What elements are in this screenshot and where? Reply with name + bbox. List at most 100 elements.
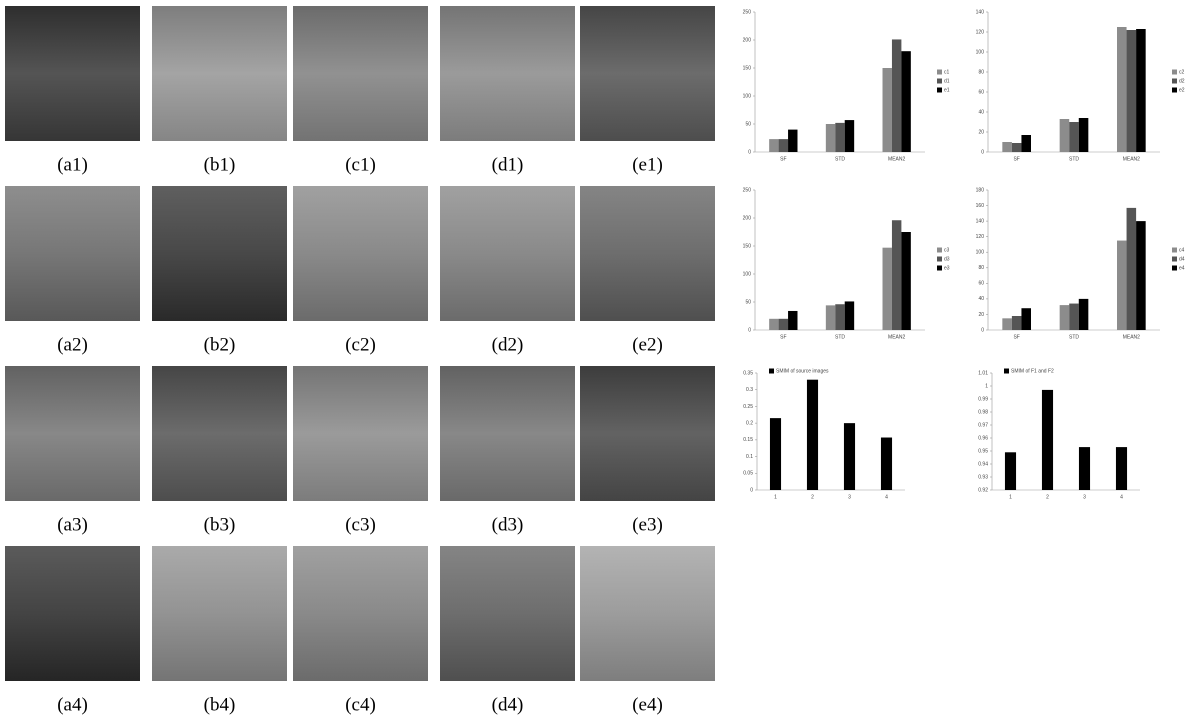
legend-swatch xyxy=(769,369,774,374)
y-tick-label: 60 xyxy=(978,281,984,287)
bar xyxy=(892,220,901,330)
image-shade xyxy=(152,546,287,681)
legend-label: d3 xyxy=(944,256,950,262)
bar xyxy=(1117,241,1127,330)
bar xyxy=(807,380,818,490)
y-tick-label: 250 xyxy=(743,9,752,15)
y-tick-label: 0.35 xyxy=(743,370,753,376)
bar xyxy=(1079,299,1089,330)
caption: (e2) xyxy=(632,334,663,355)
caption: (e1) xyxy=(632,154,663,175)
bar xyxy=(1136,221,1146,330)
legend-label: e4 xyxy=(1179,265,1185,271)
legend-label: c3 xyxy=(944,247,950,253)
caption: (b2) xyxy=(204,334,236,355)
bar xyxy=(1060,305,1070,330)
image-shade xyxy=(5,366,140,501)
x-tick-label: SF xyxy=(1013,156,1019,162)
bar xyxy=(901,51,910,152)
caption: (e3) xyxy=(632,514,663,535)
legend-swatch xyxy=(937,70,942,75)
image-shade xyxy=(293,546,428,681)
bar xyxy=(1012,143,1022,152)
x-tick-label: MEAN2 xyxy=(888,334,905,340)
y-tick-label: 0 xyxy=(750,487,753,493)
x-tick-label: 1 xyxy=(774,494,777,500)
y-tick-label: 0 xyxy=(748,149,751,155)
legend-swatch xyxy=(1172,257,1177,262)
bar xyxy=(1069,304,1079,330)
image-shade xyxy=(440,546,575,681)
image-shade xyxy=(580,366,715,501)
y-tick-label: 1 xyxy=(985,383,988,389)
image-shade xyxy=(440,366,575,501)
image-shade xyxy=(440,6,575,141)
bar xyxy=(1127,30,1137,152)
bar xyxy=(788,311,797,330)
image-shade xyxy=(152,6,287,141)
y-tick-label: 20 xyxy=(978,312,984,318)
y-tick-label: 200 xyxy=(743,215,752,221)
caption: (b1) xyxy=(204,154,236,175)
bar xyxy=(844,423,855,490)
bar xyxy=(769,319,778,330)
x-tick-label: SF xyxy=(780,156,786,162)
image-shade xyxy=(293,6,428,141)
y-tick-label: 0 xyxy=(748,327,751,333)
caption: (d3) xyxy=(492,514,524,535)
y-tick-label: 0.25 xyxy=(743,404,753,410)
y-tick-label: 0.92 xyxy=(978,487,988,493)
legend-swatch xyxy=(937,257,942,262)
y-tick-label: 0.93 xyxy=(978,474,988,480)
x-tick-label: STD xyxy=(835,334,845,340)
legend-swatch xyxy=(937,88,942,93)
image-shade xyxy=(5,546,140,681)
y-tick-label: 0.96 xyxy=(978,435,988,441)
legend-label: d1 xyxy=(944,78,950,84)
legend-swatch xyxy=(937,248,942,253)
bar xyxy=(1079,118,1089,152)
caption: (c1) xyxy=(345,154,376,175)
bar xyxy=(826,305,835,330)
image-shade xyxy=(5,6,140,141)
caption: (a3) xyxy=(57,514,88,535)
y-tick-label: 50 xyxy=(745,121,751,127)
y-tick-label: 150 xyxy=(743,65,752,71)
y-tick-label: 0.98 xyxy=(978,409,988,415)
y-tick-label: 40 xyxy=(978,109,984,115)
y-tick-label: 0.3 xyxy=(746,387,753,393)
y-tick-label: 60 xyxy=(978,89,984,95)
bar xyxy=(826,124,835,152)
caption: (a2) xyxy=(57,334,88,355)
x-tick-label: SF xyxy=(780,334,786,340)
bar xyxy=(1127,208,1137,330)
image-shade xyxy=(5,186,140,321)
legend-label: c4 xyxy=(1179,247,1185,253)
bar xyxy=(1021,308,1031,330)
bar xyxy=(1042,390,1053,490)
legend-swatch xyxy=(1172,266,1177,271)
x-tick-label: 3 xyxy=(848,494,851,500)
bar xyxy=(1069,122,1079,152)
legend-label: d2 xyxy=(1179,78,1185,84)
y-tick-label: 0.15 xyxy=(743,437,753,443)
x-tick-label: 1 xyxy=(1009,494,1012,500)
caption: (c2) xyxy=(345,334,376,355)
y-tick-label: 0.99 xyxy=(978,396,988,402)
caption: (c4) xyxy=(345,694,376,715)
bar xyxy=(779,319,788,330)
bar xyxy=(881,438,892,490)
y-tick-label: 80 xyxy=(978,69,984,75)
legend-label: c1 xyxy=(944,69,950,75)
caption: (b3) xyxy=(204,514,236,535)
bar xyxy=(1116,447,1127,490)
bar xyxy=(835,304,844,330)
legend-label: e1 xyxy=(944,87,950,93)
bar xyxy=(845,301,854,330)
x-tick-label: 4 xyxy=(885,494,888,500)
image-shade xyxy=(580,186,715,321)
bar xyxy=(883,248,892,330)
legend-swatch xyxy=(1172,70,1177,75)
bar xyxy=(788,130,797,152)
y-tick-label: 1.01 xyxy=(978,370,988,376)
